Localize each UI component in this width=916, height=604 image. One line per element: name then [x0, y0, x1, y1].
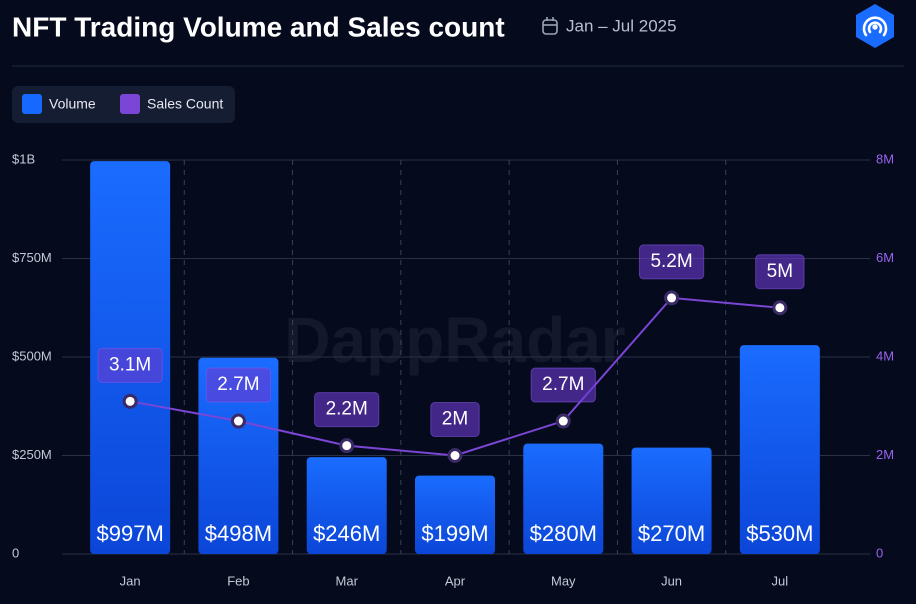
bar-value-label: $997M [97, 521, 164, 546]
bar-value-label: $530M [746, 521, 813, 546]
bar-value-label: $246M [313, 521, 380, 546]
point-label-box [205, 367, 272, 403]
point-label-box [314, 392, 380, 428]
point [555, 413, 571, 429]
point-label-text: 2M [442, 409, 468, 430]
bar [306, 457, 387, 554]
y-tick-label: $250M [12, 447, 52, 462]
y2-tick-label: 4M [876, 348, 894, 363]
point-label-text: 2.7M [542, 374, 584, 395]
y2-tick-label: 6M [876, 250, 894, 265]
point-label: 5.2M [638, 244, 705, 280]
point-label-text: 3.1M [109, 354, 151, 375]
bar [739, 345, 820, 554]
point-label: 5M [755, 254, 805, 290]
point-label-box [638, 244, 705, 280]
point [122, 393, 138, 409]
x-tick-label: May [551, 573, 576, 588]
x-tick-label: Mar [336, 573, 359, 588]
calendar-icon [542, 17, 558, 35]
bar [415, 475, 495, 554]
bar-value-label: $199M [421, 521, 488, 546]
point-label-box [530, 367, 596, 403]
point-label: 2M [430, 402, 480, 437]
point-label-box [755, 254, 805, 290]
date-range: Jan – Jul 2025 [566, 16, 677, 35]
bar [198, 357, 279, 554]
y-tick-label: $500M [12, 348, 52, 363]
x-tick-label: Jun [661, 573, 682, 588]
bar-value-label: $280M [530, 521, 597, 546]
point [447, 448, 463, 463]
bar-value-label: $498M [205, 521, 272, 546]
x-tick-label: Jul [772, 573, 789, 588]
point-label-text: 2.2M [326, 399, 368, 420]
legend-label: Sales Count [147, 96, 223, 112]
point-label-text: 5M [767, 261, 793, 282]
chart-title: NFT Trading Volume and Sales count [12, 11, 505, 42]
point [664, 290, 680, 306]
x-tick-label: Feb [227, 573, 249, 588]
y-tick-label: $750M [12, 250, 52, 265]
y2-tick-label: 2M [876, 447, 894, 462]
point-label-box [430, 402, 480, 437]
bar [631, 447, 712, 554]
point [772, 300, 788, 316]
point-label: 3.1M [97, 347, 163, 383]
y-tick-label: 0 [12, 545, 19, 560]
x-tick-label: Apr [445, 573, 466, 588]
point-label-text: 2.7M [217, 374, 259, 395]
y2-tick-label: 0 [876, 545, 883, 560]
legend-label: Volume [49, 96, 96, 112]
x-tick-label: Jan [120, 573, 141, 588]
watermark: DappRadar [284, 304, 625, 376]
point-label-text: 5.2M [650, 251, 692, 272]
logo [856, 4, 894, 48]
y-tick-label: $1B [12, 151, 35, 166]
point-label: 2.7M [530, 367, 596, 403]
point-label-box [97, 347, 163, 383]
point [339, 438, 355, 454]
bar [523, 443, 604, 554]
legend-swatch [22, 94, 42, 114]
y2-tick-label: 8M [876, 151, 894, 166]
point-label: 2.2M [314, 392, 380, 428]
bar-value-label: $270M [638, 521, 705, 546]
point-label: 2.7M [205, 367, 272, 403]
point [230, 413, 246, 429]
legend-swatch [120, 94, 140, 114]
